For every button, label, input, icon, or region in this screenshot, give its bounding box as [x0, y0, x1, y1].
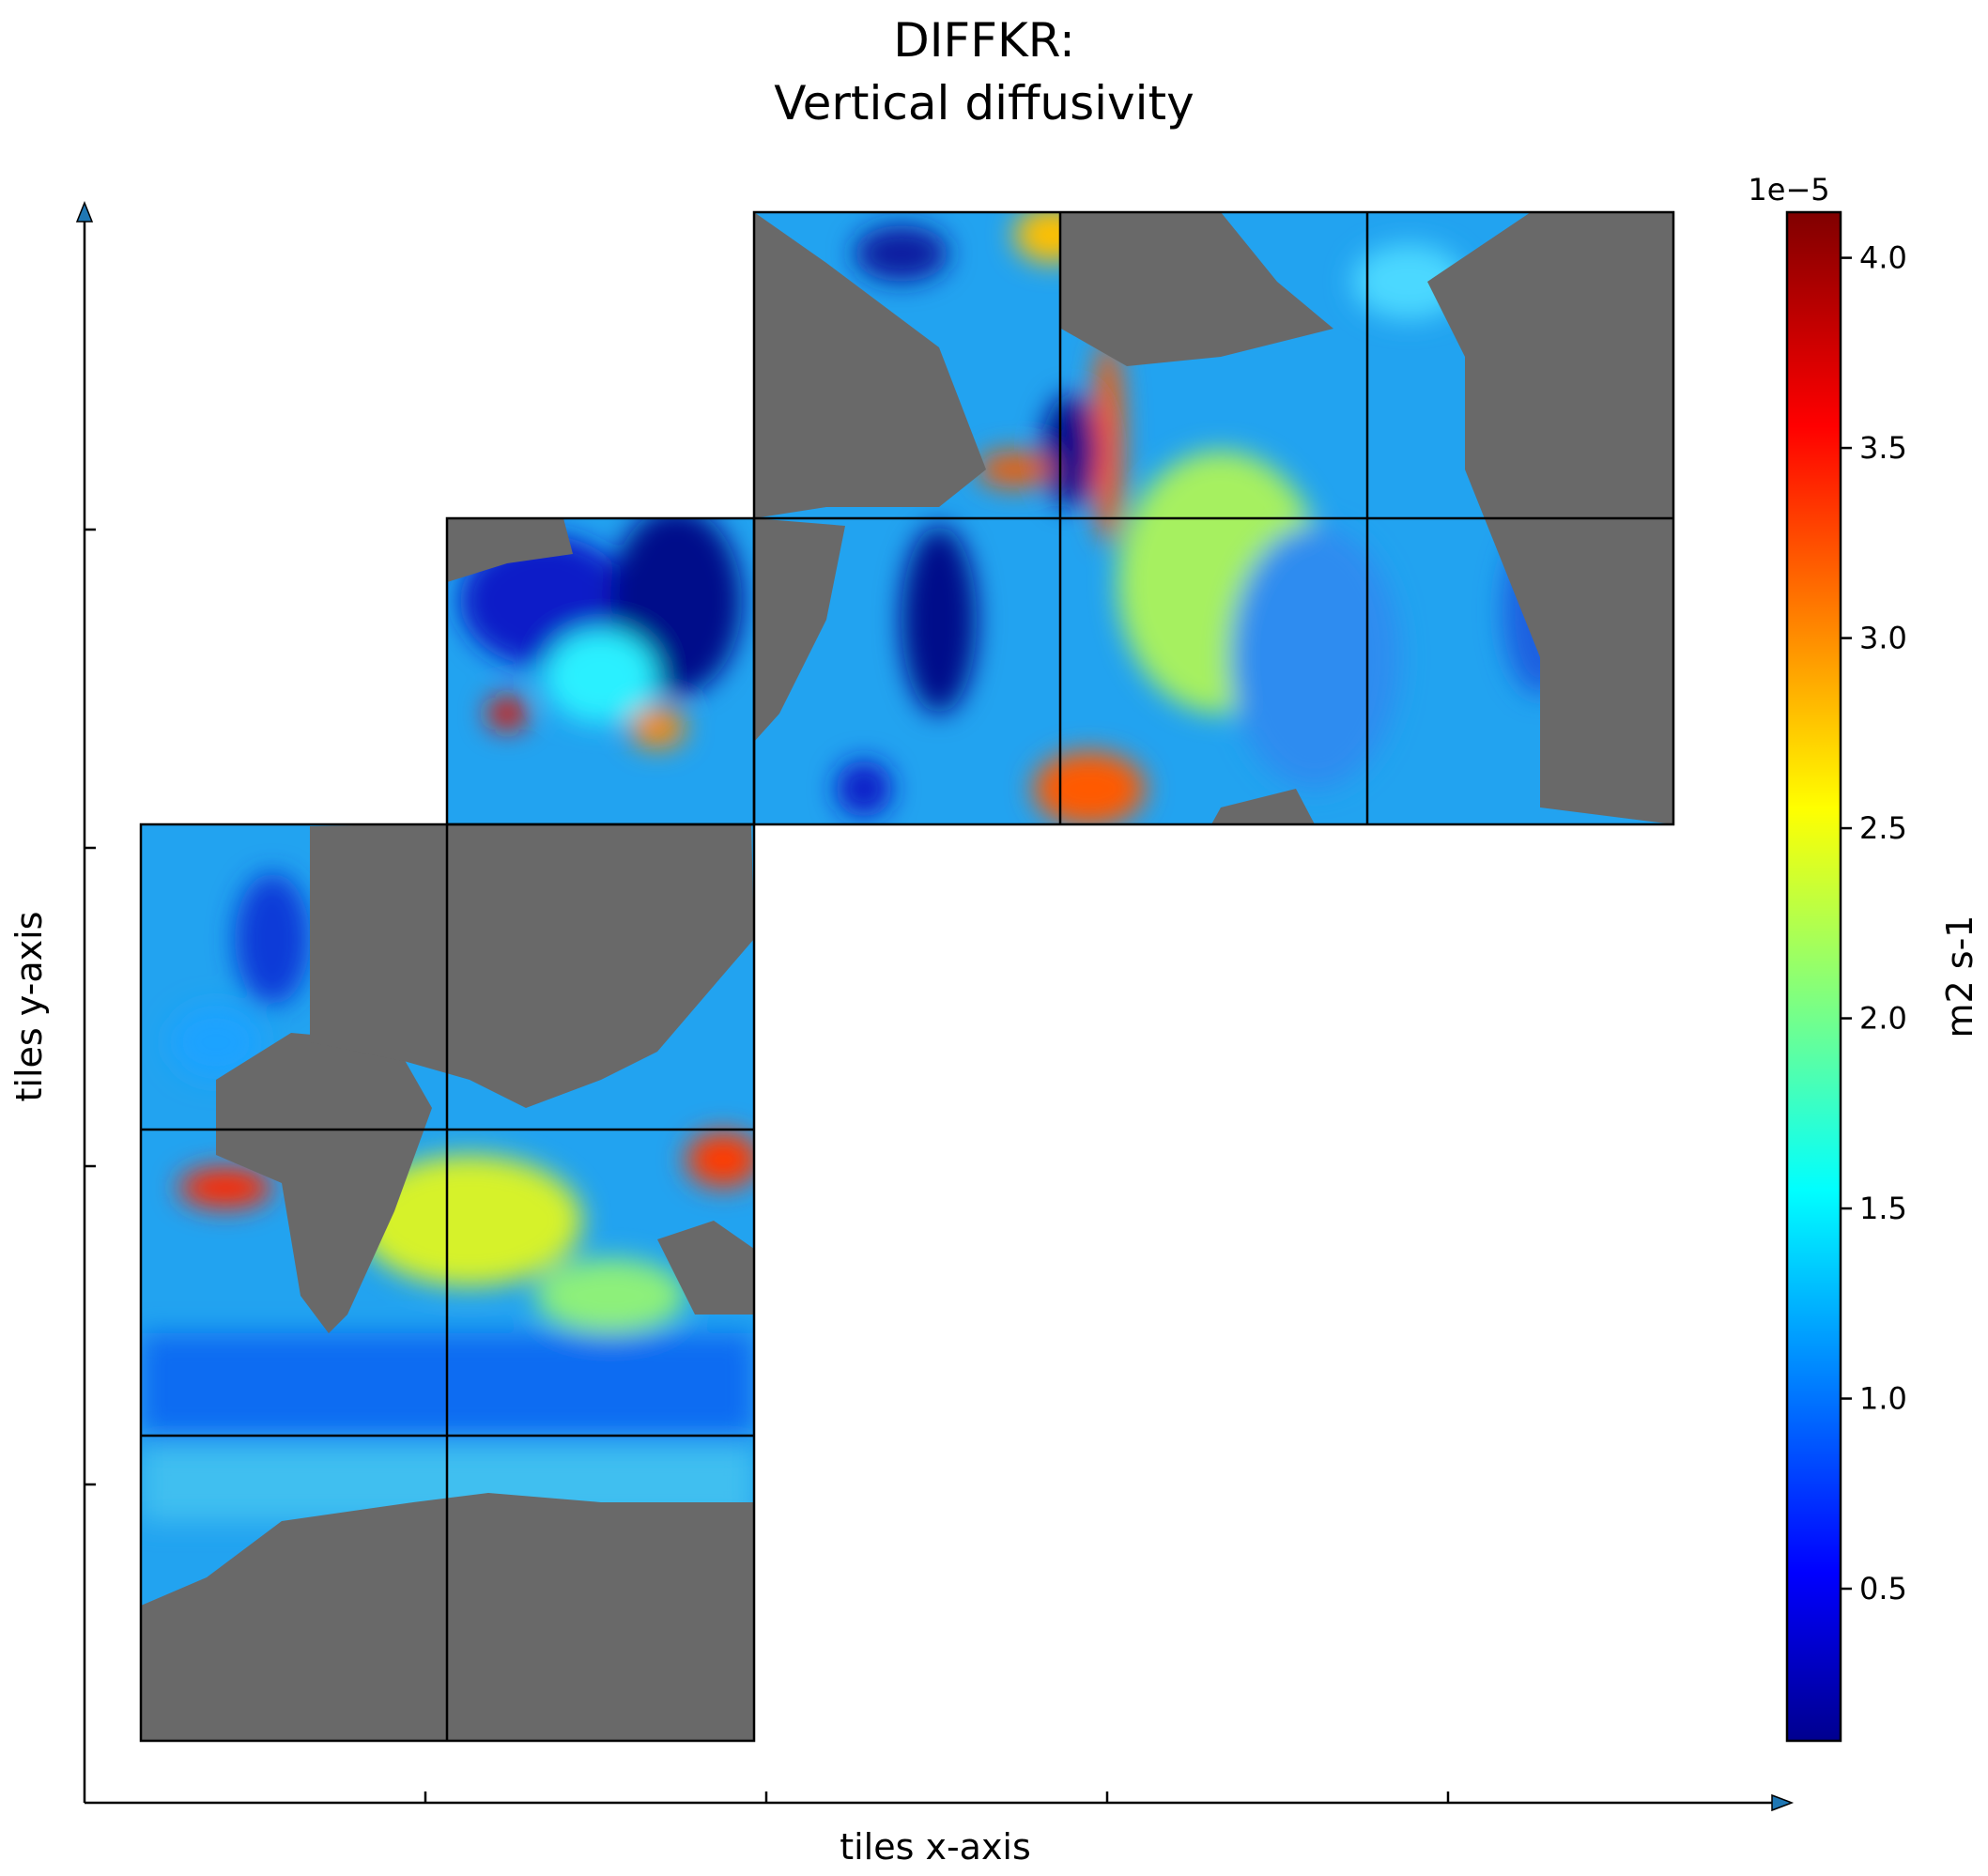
y-ticks — [85, 530, 96, 1484]
colorbar-tick-label: 1.5 — [1859, 1191, 1907, 1226]
colorbar-tick-label: 0.5 — [1859, 1571, 1907, 1607]
colorbar-label: m2 s-1 — [1939, 915, 1980, 1038]
x-axis-label: tiles x-axis — [840, 1826, 1031, 1868]
colorbar-tick-label: 2.0 — [1859, 1001, 1907, 1037]
colorbar-tick-label: 2.5 — [1859, 810, 1907, 846]
y-axis-arrow — [77, 203, 92, 222]
colorbar-offset-text: 1e−5 — [1748, 172, 1829, 208]
colorbar-tick-label: 1.0 — [1859, 1381, 1907, 1417]
colorbar — [1787, 212, 1841, 1741]
x-ticks — [425, 1791, 1448, 1803]
x-axis-arrow — [1772, 1795, 1792, 1810]
colorbar-tick-label: 3.5 — [1859, 430, 1907, 466]
chart-title: DIFFKR: — [893, 13, 1075, 68]
colorbar-tick-label: 3.0 — [1859, 621, 1907, 656]
y-axis-label: tiles y-axis — [8, 912, 50, 1102]
colorbar-ticks: 0.5 1.0 1.5 2.0 2.5 3.0 3.5 4.0 — [1841, 240, 1907, 1607]
tile-field — [141, 207, 1673, 1741]
chart-subtitle: Vertical diffusivity — [774, 76, 1194, 131]
colorbar-tick-label: 4.0 — [1859, 240, 1907, 276]
